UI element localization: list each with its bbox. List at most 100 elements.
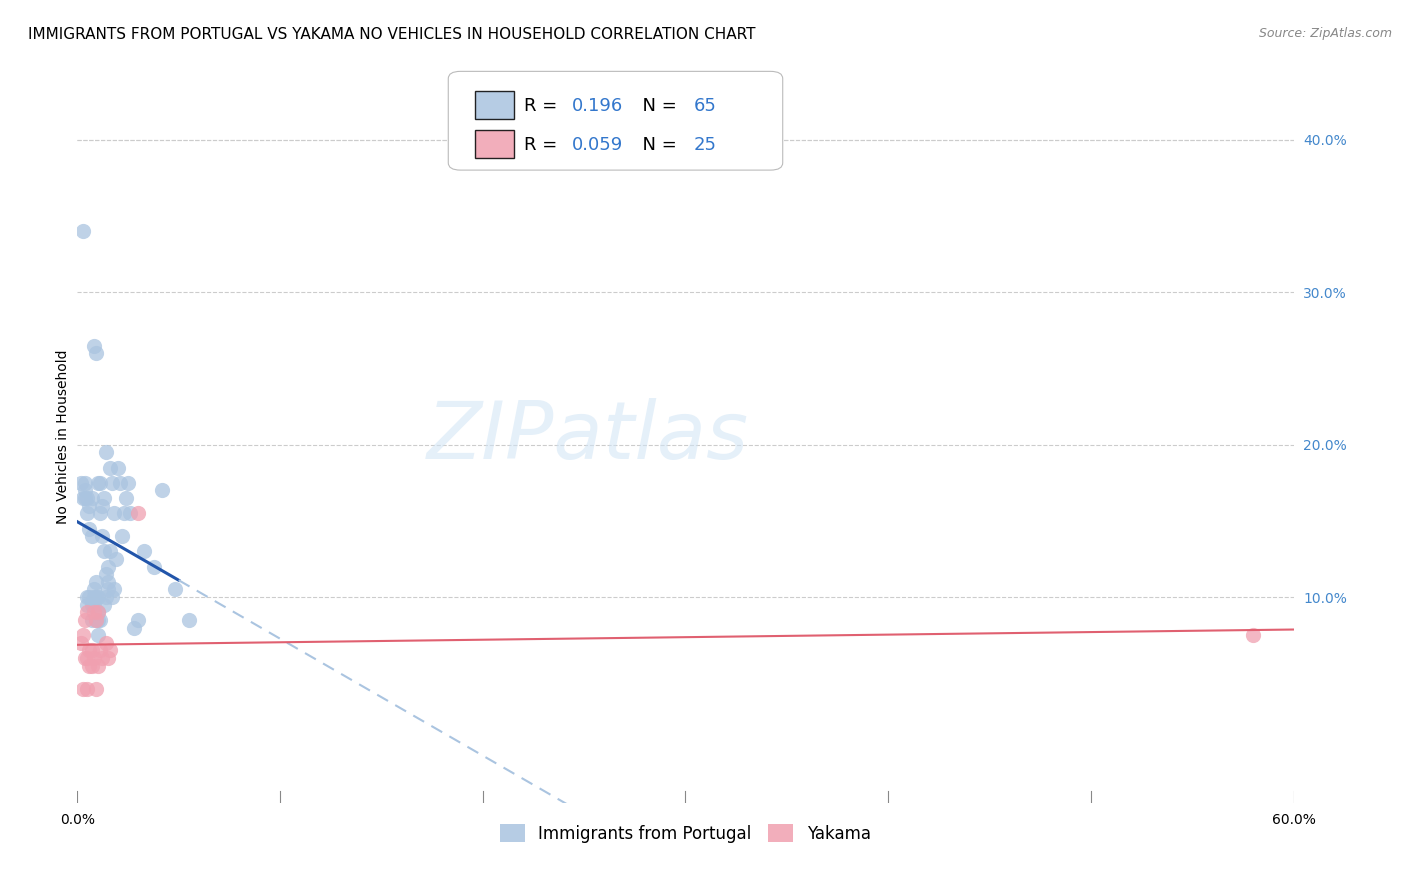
Point (93, 598, 115, 612)
Point (75, 483, 97, 498)
Point (103, 506, 125, 520)
Point (104, 552, 127, 566)
Point (89, 475, 111, 490)
Point (90, 529, 112, 543)
Point (75, 491, 97, 505)
Point (75, 475, 97, 490)
Point (97, 582, 120, 597)
Point (127, 506, 149, 520)
Text: 25: 25 (695, 136, 717, 153)
FancyBboxPatch shape (449, 71, 783, 170)
Point (93, 544, 115, 558)
Point (84, 613, 107, 627)
Point (76, 590, 98, 604)
Point (90, 651, 112, 665)
Point (107, 460, 129, 475)
Point (84, 590, 107, 604)
FancyBboxPatch shape (475, 91, 515, 119)
Point (83, 598, 105, 612)
Legend: Immigrants from Portugal, Yakama: Immigrants from Portugal, Yakama (494, 818, 877, 849)
Text: R =: R = (523, 96, 562, 115)
Point (84, 613, 107, 627)
Point (72, 628, 94, 642)
Point (86, 605, 108, 619)
Point (97, 651, 120, 665)
Point (83, 338, 105, 352)
Point (86, 605, 108, 619)
Point (76, 491, 98, 505)
Point (94, 590, 117, 604)
Text: N =: N = (631, 96, 682, 115)
Point (80, 613, 103, 627)
Point (86, 658, 108, 673)
Point (115, 491, 138, 505)
Point (103, 582, 125, 597)
Point (83, 582, 105, 597)
Text: Source: ZipAtlas.com: Source: ZipAtlas.com (1258, 27, 1392, 40)
Point (79, 499, 101, 513)
Point (80, 643, 103, 657)
Point (101, 475, 124, 490)
Point (86, 475, 108, 490)
Point (84, 681, 107, 696)
Point (98, 544, 121, 558)
Point (89, 506, 111, 520)
Point (80, 658, 103, 673)
Point (80, 491, 103, 505)
Point (108, 475, 131, 490)
Point (111, 529, 134, 543)
Point (152, 483, 174, 498)
FancyBboxPatch shape (475, 130, 515, 158)
Point (76, 651, 98, 665)
Point (76, 598, 98, 612)
Point (117, 475, 139, 490)
Text: 0.196: 0.196 (572, 96, 624, 115)
Point (94, 636, 117, 650)
Point (79, 590, 101, 604)
Point (98, 460, 121, 475)
Point (177, 613, 200, 627)
Point (76, 506, 98, 520)
Point (89, 643, 111, 657)
Text: R =: R = (523, 136, 562, 153)
Point (93, 491, 115, 505)
Point (70, 475, 93, 490)
Point (90, 499, 112, 513)
Point (94, 445, 117, 459)
Text: IMMIGRANTS FROM PORTUGAL VS YAKAMA NO VEHICLES IN HOUSEHOLD CORRELATION CHART: IMMIGRANTS FROM PORTUGAL VS YAKAMA NO VE… (28, 27, 755, 42)
Point (86, 628, 108, 642)
Point (79, 658, 101, 673)
Point (94, 567, 117, 582)
Y-axis label: No Vehicles in Household: No Vehicles in Household (56, 350, 70, 524)
Point (83, 651, 105, 665)
Text: 65: 65 (695, 96, 717, 115)
Point (72, 224, 94, 238)
Point (112, 506, 135, 520)
Point (98, 643, 121, 657)
Point (83, 605, 105, 619)
Point (83, 590, 105, 604)
Point (101, 590, 124, 604)
Point (163, 582, 186, 597)
Point (118, 506, 141, 520)
Point (84, 346, 107, 360)
Point (79, 521, 101, 535)
Point (134, 544, 156, 558)
Point (84, 574, 107, 589)
Point (1241, 628, 1264, 642)
Point (76, 605, 98, 619)
Point (70, 636, 93, 650)
Point (72, 681, 94, 696)
Point (127, 613, 149, 627)
Point (97, 559, 120, 574)
Point (76, 681, 98, 696)
Point (86, 590, 108, 604)
Point (72, 491, 94, 505)
Point (86, 613, 108, 627)
Text: 0.059: 0.059 (572, 136, 624, 153)
Text: ZIPatlas: ZIPatlas (427, 398, 749, 476)
Point (89, 613, 111, 627)
Point (79, 643, 101, 657)
Point (97, 574, 120, 589)
Point (143, 559, 166, 574)
